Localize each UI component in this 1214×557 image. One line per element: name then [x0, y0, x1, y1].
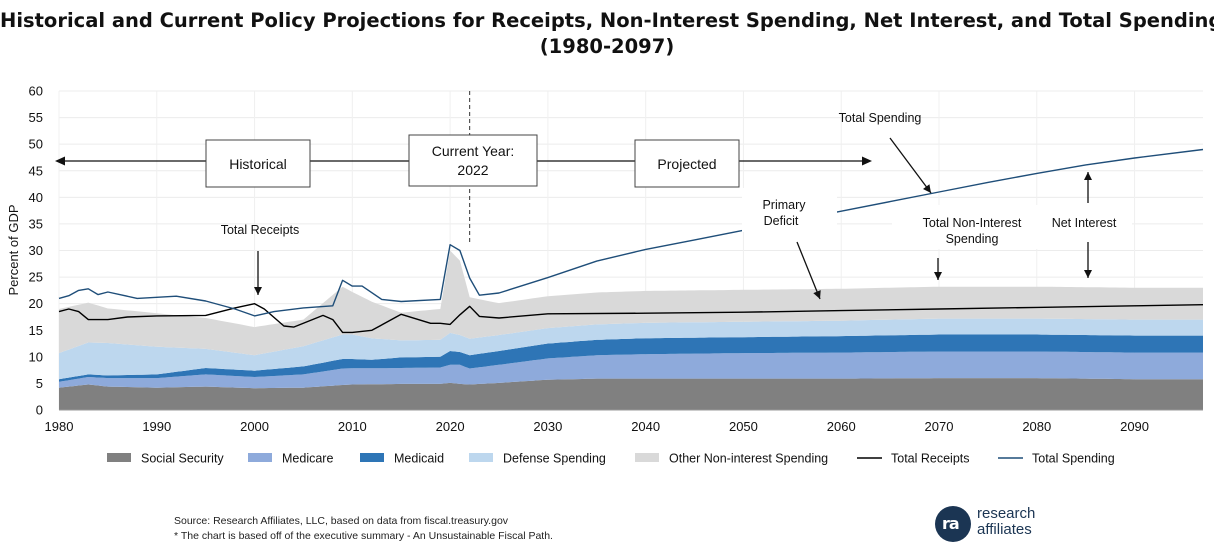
- x-tick-label: 2080: [1022, 419, 1051, 434]
- x-tick-label: 1980: [45, 419, 74, 434]
- area-defense: [59, 318, 1203, 380]
- legend-item-social-security: Social Security: [107, 452, 224, 466]
- net-interest-arrow-head: [1084, 270, 1092, 278]
- y-tick-label: 50: [29, 137, 43, 152]
- y-tick-label: 25: [29, 270, 43, 285]
- y-tick-label: 55: [29, 110, 43, 125]
- non-interest-arrow-head: [934, 272, 942, 280]
- y-tick-label: 35: [29, 216, 43, 231]
- net-interest-backdrop: [1042, 205, 1132, 235]
- brand-name-line-1: research: [977, 505, 1036, 522]
- x-tick-label: 2050: [729, 419, 758, 434]
- legend-item-total-receipts: Total Receipts: [857, 452, 970, 466]
- x-tick-label: 2040: [631, 419, 660, 434]
- current-year-label-line-1: Current Year:: [432, 143, 515, 159]
- primary-deficit-backdrop: [742, 188, 837, 232]
- legend-item-other: Other Non-interest Spending: [635, 452, 828, 466]
- total-spending-callout: Total Spending: [839, 111, 922, 125]
- current-year-box: [408, 134, 538, 187]
- primary-deficit-arrow-head: [813, 290, 821, 299]
- legend-swatch: [469, 453, 493, 462]
- area-medicaid: [59, 334, 1203, 382]
- axes: 0 5 10 15 20 25 30 35 40 45 50 55 60 1980 1990 2000 2010…: [29, 84, 1203, 434]
- legend-label: Total Receipts: [891, 452, 970, 466]
- x-tick-label: 1990: [142, 419, 171, 434]
- line-total-receipts: [58, 303, 1204, 334]
- y-axis-label: Percent of GDP: [6, 204, 21, 295]
- current-year-label-line-2: 2022: [457, 162, 488, 178]
- line-total-spending: [58, 148, 1204, 317]
- y-tick-label: 60: [29, 84, 43, 99]
- legend-swatch: [248, 453, 272, 462]
- total-spending-arrow: [889, 137, 932, 194]
- brand-logo: ra research affiliates: [935, 504, 1055, 544]
- y-tick-label: 10: [29, 349, 43, 364]
- total-non-interest-callout-line-1: Total Non-Interest: [923, 216, 1022, 230]
- source-note: Source: Research Affiliates, LLC, based …: [174, 515, 509, 527]
- y-tick-label: 45: [29, 163, 43, 178]
- arrow-right-head: [862, 156, 872, 166]
- primary-deficit-arrow: [796, 241, 821, 300]
- y-tick-label: 5: [36, 376, 43, 391]
- y-tick-label: 30: [29, 243, 43, 258]
- legend-item-defense: Defense Spending: [469, 452, 606, 466]
- area-medicare: [59, 351, 1203, 389]
- projected-label: Projected: [657, 156, 716, 172]
- stacked-areas: [59, 250, 1203, 410]
- area-other: [59, 250, 1203, 356]
- historical-label: Historical: [229, 156, 287, 172]
- net-interest-up-arrow-head: [1084, 172, 1092, 180]
- non-interest-backdrop: [892, 205, 1050, 249]
- brand-mark-text: ra: [942, 514, 960, 533]
- total-receipts-callout: Total Receipts: [221, 223, 300, 237]
- y-tick-label: 40: [29, 190, 43, 205]
- brand-name-line-2: affiliates: [977, 521, 1032, 538]
- brand-name: research affiliates: [977, 506, 1035, 538]
- x-tick-label: 2000: [240, 419, 269, 434]
- total-receipts-arrow-head: [254, 287, 262, 295]
- chart-title: Historical and Current Policy Projection…: [0, 8, 1214, 60]
- legend-item-medicare: Medicare: [248, 452, 333, 466]
- area-social-security: [59, 378, 1203, 410]
- total-non-interest-callout-line-2: Spending: [946, 232, 999, 246]
- x-tick-label: 2060: [827, 419, 856, 434]
- x-tick-label: 2030: [533, 419, 562, 434]
- x-tick-label: 2010: [338, 419, 367, 434]
- chart-title-line-2: (1980-2097): [539, 35, 675, 58]
- y-tick-label: 15: [29, 323, 43, 338]
- legend-swatch: [360, 453, 384, 462]
- legend-label: Medicaid: [394, 452, 444, 466]
- legend-swatch: [635, 453, 659, 462]
- total-spending-arrow-head: [923, 184, 931, 193]
- legend-item-medicaid: Medicaid: [360, 452, 444, 466]
- annotations: Historical Current Year: 2022 Projected Tota…: [55, 91, 1132, 300]
- legend-label: Defense Spending: [503, 452, 606, 466]
- arrow-left-head: [55, 156, 65, 166]
- line-series: [58, 148, 1204, 334]
- legend-swatch: [107, 453, 131, 462]
- research-affiliates-logo-icon: ra: [935, 506, 971, 542]
- legend: Social Security Medicare Medicaid Defense S…: [107, 452, 1115, 466]
- y-tick-label: 0: [36, 403, 43, 418]
- chart-title-line-1: Historical and Current Policy Projection…: [0, 9, 1214, 32]
- x-tick-label: 2090: [1120, 419, 1149, 434]
- primary-deficit-callout-line-2: Deficit: [764, 214, 799, 228]
- legend-label: Social Security: [141, 452, 224, 466]
- footnote: * The chart is based off of the executiv…: [174, 530, 553, 542]
- legend-label: Other Non-interest Spending: [669, 452, 828, 466]
- legend-label: Total Spending: [1032, 452, 1115, 466]
- net-interest-callout: Net Interest: [1052, 216, 1117, 230]
- x-tick-label: 2070: [925, 419, 954, 434]
- x-tick-label: 2020: [436, 419, 465, 434]
- y-tick-label: 20: [29, 296, 43, 311]
- primary-deficit-callout-line-1: Primary: [762, 198, 806, 212]
- legend-label: Medicare: [282, 452, 333, 466]
- historical-box: [205, 139, 311, 188]
- projected-box: [634, 139, 740, 188]
- legend-item-total-spending: Total Spending: [998, 452, 1115, 466]
